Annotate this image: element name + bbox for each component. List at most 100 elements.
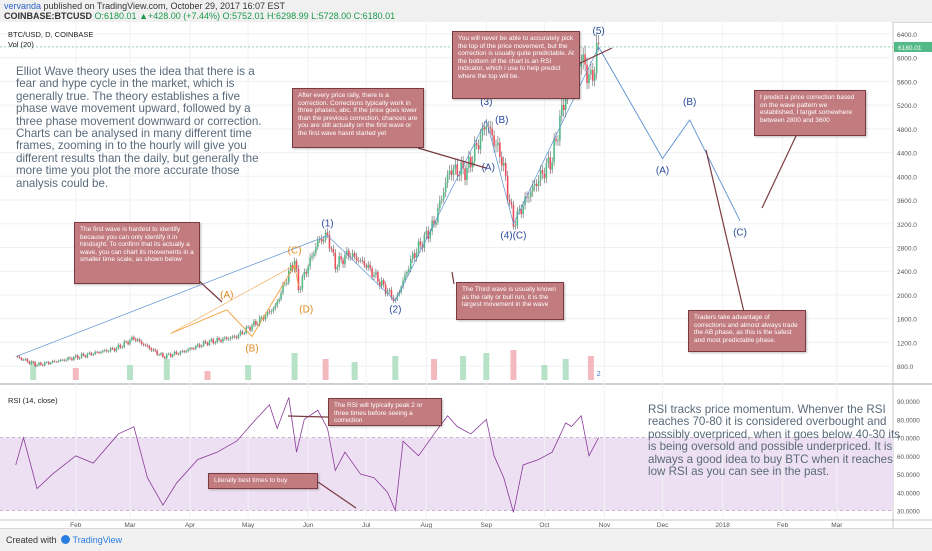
candle-body xyxy=(379,281,381,287)
candle-body xyxy=(276,301,278,306)
note-traders: Traders take advantage of corrections an… xyxy=(688,310,806,352)
candle-body xyxy=(40,362,42,365)
candle-body xyxy=(107,350,110,352)
candle-body xyxy=(295,260,298,269)
candle-body xyxy=(100,351,102,353)
candle-body xyxy=(317,239,319,247)
published-text: published on TradingView.com, October 29… xyxy=(43,1,286,11)
note-top: You will never be able to accurately pic… xyxy=(452,31,580,99)
time-tick-label: Mar xyxy=(831,522,843,528)
candle-body xyxy=(481,127,484,136)
candle-body xyxy=(413,253,416,258)
candle-body xyxy=(524,196,526,206)
candle-body xyxy=(386,291,389,294)
candle-body xyxy=(131,337,133,341)
candle-body xyxy=(92,354,95,356)
candle-body xyxy=(419,241,422,246)
last-price-label: 6180.01 xyxy=(898,45,922,52)
candle-body xyxy=(307,266,309,274)
callout-pointer xyxy=(761,135,797,209)
candle-body xyxy=(562,104,565,111)
candle-body xyxy=(301,276,304,289)
candle-body xyxy=(394,299,397,301)
candle-body xyxy=(243,333,246,335)
candle-body xyxy=(26,358,29,362)
candle-body xyxy=(233,336,236,338)
callout-pointer xyxy=(197,279,223,303)
candle-body xyxy=(315,246,317,254)
wave-label: (A) xyxy=(482,162,495,173)
candle-body xyxy=(104,350,106,352)
candle-body xyxy=(125,341,127,343)
candle-body xyxy=(520,209,522,215)
candle-body xyxy=(553,138,555,163)
candle-body xyxy=(309,257,311,267)
candle-body xyxy=(239,331,242,335)
candle-body xyxy=(435,222,437,225)
candle-body xyxy=(334,252,337,270)
rsi-tick-label: 50.0000 xyxy=(897,472,920,479)
candle-body xyxy=(431,220,433,232)
candle-body xyxy=(22,359,25,361)
candle-body xyxy=(506,175,509,200)
candle-body xyxy=(94,351,96,355)
footer-bar: Created with TradingView xyxy=(0,528,932,551)
volume-bar xyxy=(541,365,548,380)
candle-body xyxy=(88,352,91,354)
volume-bar xyxy=(322,359,329,380)
author-link[interactable]: vervanda xyxy=(4,1,42,11)
candle-body xyxy=(450,170,453,176)
candle-body xyxy=(348,250,350,257)
candle-body xyxy=(272,308,275,312)
rsi-tick-label: 80.0000 xyxy=(897,417,920,424)
wave-label: (B) xyxy=(495,115,508,126)
price-tick-label: 5600.0 xyxy=(897,79,917,86)
candle-body xyxy=(146,345,149,347)
time-tick-label: Feb xyxy=(70,522,82,528)
volume-bar xyxy=(204,371,211,380)
candle-body xyxy=(127,341,129,345)
candle-body xyxy=(357,260,360,262)
candle-body xyxy=(231,336,234,338)
candle-body xyxy=(195,346,197,349)
candle-body xyxy=(547,157,550,164)
candle-body xyxy=(226,337,228,339)
candle-body xyxy=(291,265,294,270)
price-tick-label: 3200.0 xyxy=(897,222,917,229)
candle-body xyxy=(588,74,590,84)
candle-body xyxy=(580,62,583,67)
candle-body xyxy=(406,272,408,275)
candle-body xyxy=(287,270,290,283)
candle-body xyxy=(429,231,431,239)
candle-body xyxy=(216,338,218,343)
candle-body xyxy=(222,338,224,342)
candle-body xyxy=(187,349,189,351)
candle-body xyxy=(537,180,540,186)
rsi-label: RSI (14, close) xyxy=(8,396,58,405)
candle-body xyxy=(289,265,292,271)
wave-label: (B) xyxy=(245,343,258,354)
candle-body xyxy=(212,339,215,344)
tradingview-link[interactable]: TradingView xyxy=(72,535,123,545)
candle-body xyxy=(257,324,259,325)
price-tick-label: 1200.0 xyxy=(897,340,917,347)
candle-body xyxy=(516,210,519,226)
candle-body xyxy=(497,142,499,146)
candle-body xyxy=(489,126,491,129)
candle-body xyxy=(173,351,176,355)
candle-body xyxy=(417,241,420,253)
candle-body xyxy=(597,42,600,44)
candle-body xyxy=(105,350,108,352)
candle-body xyxy=(380,280,383,287)
price-tick-label: 5200.0 xyxy=(897,103,917,110)
candle-body xyxy=(235,336,238,338)
price-tick-label: 4800.0 xyxy=(897,127,917,134)
callout-pointer xyxy=(451,271,455,285)
candle-body xyxy=(318,238,321,240)
candle-body xyxy=(561,104,563,116)
candle-body xyxy=(214,342,217,344)
candle-body xyxy=(251,325,253,331)
candle-body xyxy=(191,348,193,350)
candle-body xyxy=(80,353,83,358)
candle-body xyxy=(475,143,478,146)
